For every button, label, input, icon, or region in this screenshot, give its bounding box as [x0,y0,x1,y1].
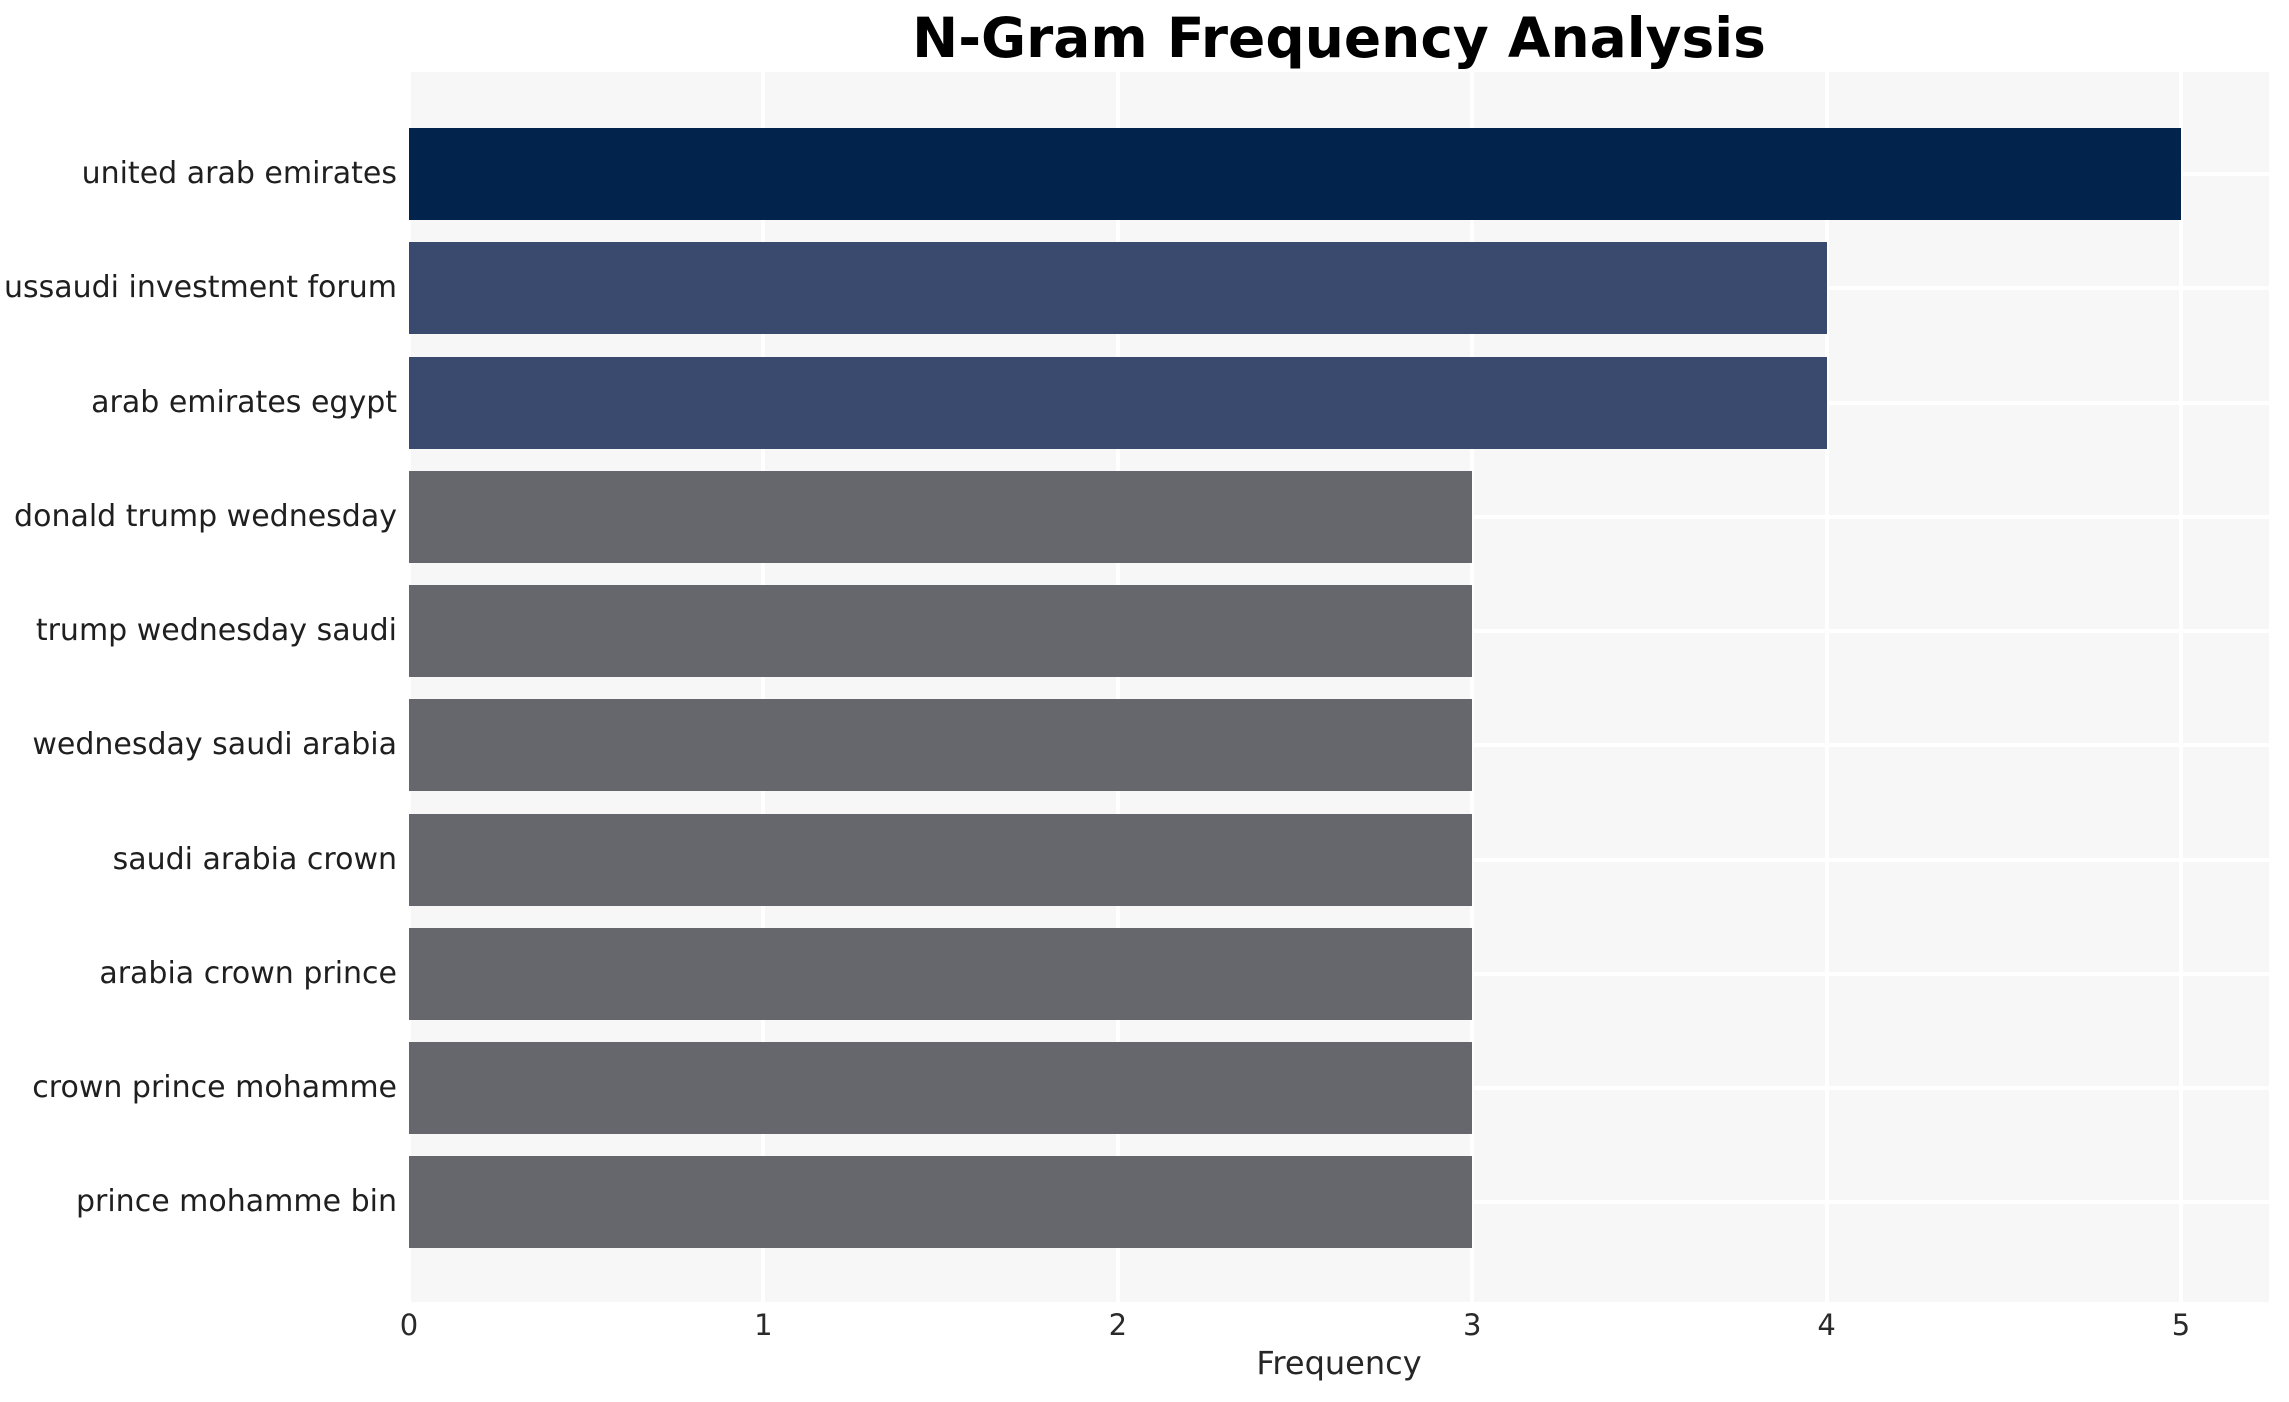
y-tick-label-2: arab emirates egypt [91,384,397,420]
y-tick-label-5: wednesday saudi arabia [32,727,397,763]
x-gridline-3 [1470,72,1475,1302]
x-gridline-0 [407,72,411,1302]
y-tick-label-6: saudi arabia crown [112,841,397,877]
x-tick-label-1: 1 [754,1308,773,1342]
y-tick-label-4: trump wednesday saudi [35,613,397,648]
x-gridline-1 [761,72,766,1302]
x-gridline-2 [1115,72,1120,1302]
x-tick-label-2: 2 [1108,1308,1128,1342]
bar-9 [409,1156,1473,1249]
bar-2 [409,356,1827,449]
y-tick-label-8: crown prince mohamme [32,1070,397,1105]
bar-5 [409,699,1473,792]
bar-6 [409,813,1473,906]
y-tick-label-9: prince mohamme bin [75,1184,397,1220]
x-tick-label-0: 0 [399,1308,419,1342]
x-tick-label-3: 3 [1462,1308,1482,1342]
bar-8 [409,1042,1473,1134]
x-axis-label: Frequency [1256,1344,1422,1382]
y-tick-label-1: ussaudi investment forum [3,270,397,306]
bar-3 [409,470,1473,563]
x-tick-label-4: 4 [1817,1308,1836,1342]
bar-1 [409,242,1827,335]
x-gridline-5 [2179,72,2183,1302]
x-gridline-4 [1824,72,1829,1302]
y-tick-label-0: united arab emirates [81,156,397,191]
x-tick-label-5: 5 [2171,1308,2191,1342]
bar-4 [409,585,1473,677]
bar-0 [409,128,2181,220]
plot-area [407,72,2269,1302]
bar-7 [409,927,1473,1020]
y-tick-label-3: donald trump wednesday [14,498,397,534]
y-tick-label-7: arabia crown prince [99,955,397,991]
chart-title: N-Gram Frequency Analysis [912,6,1766,70]
